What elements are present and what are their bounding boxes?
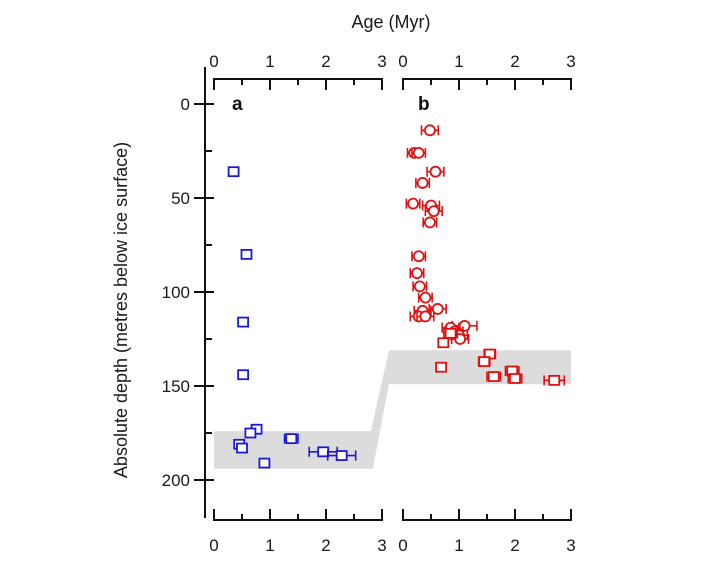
data-point-square <box>437 337 450 349</box>
marker-square <box>237 369 250 381</box>
x-tick-label: 3 <box>377 52 386 71</box>
data-point-circle <box>428 303 447 315</box>
marker-square <box>258 457 271 469</box>
data-marks <box>227 124 566 469</box>
marker-circle <box>427 205 440 218</box>
marker-square <box>444 327 457 339</box>
shaded-bands <box>214 350 571 469</box>
y-tick-label: 200 <box>162 471 190 490</box>
data-point-square <box>543 374 566 386</box>
panel-b-label: b <box>418 94 430 115</box>
marker-square <box>237 316 250 328</box>
x-tick-label: 1 <box>265 536 274 555</box>
marker-circle <box>429 165 442 178</box>
marker-circle <box>423 124 436 137</box>
data-point-square <box>477 356 491 367</box>
marker-circle <box>458 319 471 332</box>
data-point-square <box>486 371 502 383</box>
data-point-circle <box>424 205 444 218</box>
x-tick-label: 2 <box>321 536 330 555</box>
marker-square <box>285 433 298 445</box>
data-point-square <box>326 450 357 461</box>
x-tick-label: 2 <box>510 52 519 71</box>
data-point-square <box>283 433 299 445</box>
y-tick-label: 100 <box>162 283 190 302</box>
marker-circle <box>431 303 444 315</box>
marker-circle <box>407 197 419 210</box>
data-point-circle <box>422 216 438 229</box>
data-point-circle <box>450 333 470 345</box>
data-point-circle <box>409 267 425 280</box>
marker-square <box>435 361 447 373</box>
x-tick-label: 1 <box>454 52 463 71</box>
marker-circle <box>423 216 436 229</box>
marker-square <box>478 356 491 367</box>
data-point-square <box>443 327 459 339</box>
marker-square <box>244 427 257 439</box>
marker-square <box>317 446 330 458</box>
marker-circle <box>412 250 425 263</box>
marker-square <box>487 371 500 383</box>
marker-circle <box>416 177 429 189</box>
data-point-circle <box>416 310 435 323</box>
data-point-square <box>237 316 250 328</box>
data-point-square <box>240 248 253 260</box>
data-point-square <box>435 361 447 373</box>
marker-circle <box>419 310 432 323</box>
data-point-circle <box>411 250 427 263</box>
marker-square <box>548 374 561 386</box>
data-point-circle <box>426 165 445 178</box>
x-tick-label: 0 <box>398 52 407 71</box>
y-axis-title: Absolute depth (metres below ice surface… <box>111 142 131 478</box>
data-point-circle <box>417 291 433 304</box>
data-point-square <box>244 427 257 439</box>
data-point-square <box>227 166 240 178</box>
marker-circle <box>419 291 432 304</box>
marker-circle <box>411 267 423 280</box>
data-point-circle <box>411 146 427 159</box>
x-tick-label: 0 <box>209 52 218 71</box>
data-point-circle <box>405 197 421 210</box>
y-tick-label: 50 <box>171 189 190 208</box>
y-tick-label: 150 <box>162 377 190 396</box>
x-tick-label: 3 <box>566 536 575 555</box>
marker-circle <box>412 146 425 159</box>
x-tick-label: 0 <box>209 536 218 555</box>
marker-square <box>227 166 240 178</box>
shaded-band <box>214 350 571 469</box>
y-tick-label: 0 <box>181 95 190 114</box>
data-point-circle <box>412 280 428 293</box>
data-point-circle <box>420 124 440 137</box>
marker-square <box>437 337 450 349</box>
x-axis-title: Age (Myr) <box>351 12 430 32</box>
x-tick-label: 1 <box>265 52 274 71</box>
marker-square <box>240 248 253 260</box>
marker-square <box>335 450 348 461</box>
marker-circle <box>413 280 426 293</box>
data-point-square <box>258 457 271 469</box>
x-tick-label: 2 <box>510 536 519 555</box>
data-point-square <box>237 369 250 381</box>
panel-a-label: a <box>232 94 243 115</box>
marker-square <box>236 442 248 454</box>
x-tick-label: 1 <box>454 536 463 555</box>
marker-square <box>509 373 521 384</box>
data-point-square <box>236 442 248 454</box>
data-point-circle <box>415 177 431 189</box>
data-point-square <box>507 373 523 384</box>
x-tick-label: 2 <box>321 52 330 71</box>
x-tick-label: 3 <box>566 52 575 71</box>
x-tick-label: 3 <box>377 536 386 555</box>
x-tick-label: 0 <box>398 536 407 555</box>
